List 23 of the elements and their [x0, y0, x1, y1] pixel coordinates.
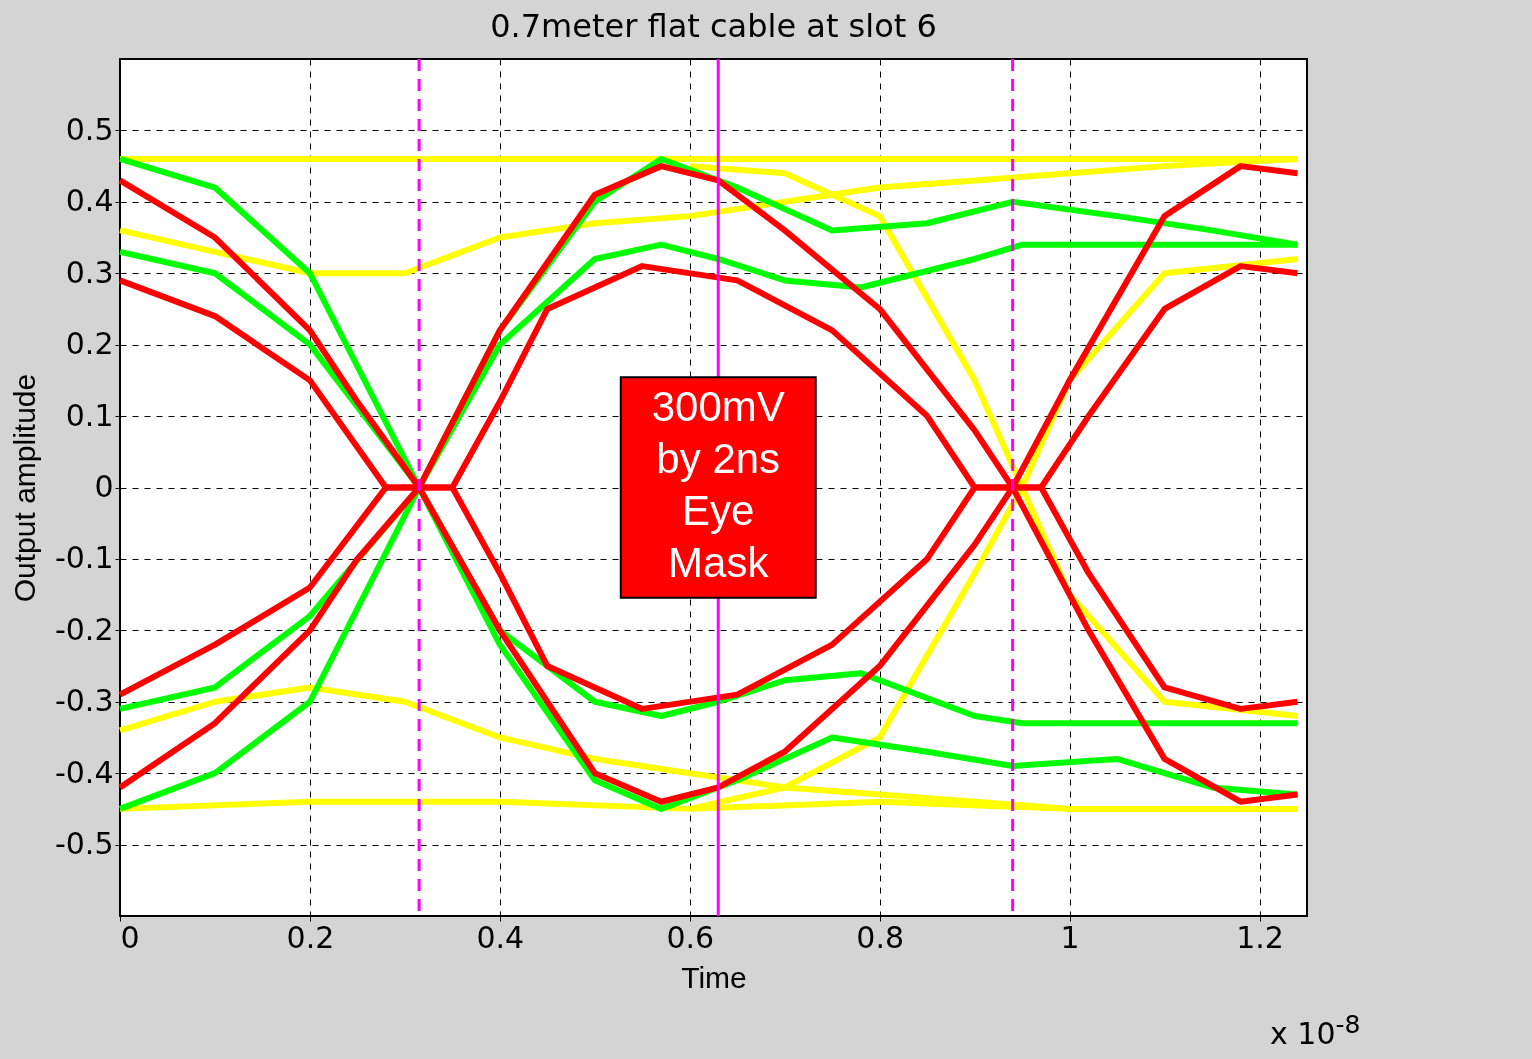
y-tick-label: -0.4 [54, 754, 114, 790]
y-tick-label: 0 [94, 469, 114, 504]
y-tick-label: -0.5 [54, 826, 114, 862]
x-tick-label: 0 [120, 919, 140, 955]
y-axis-title: Output amplitude [7, 373, 41, 603]
y-tick-label: -0.2 [54, 611, 114, 647]
y-tick-label: 0.2 [65, 326, 114, 362]
x-tick-label: 1.2 [1236, 919, 1284, 955]
x-tick-label: 0.4 [476, 919, 525, 955]
y-tick-label: 0.5 [65, 111, 114, 147]
x-tick-label: 0.2 [286, 919, 335, 955]
y-tick-label: 0.4 [65, 183, 114, 219]
chart-title: 0.7meter flat cable at slot 6 [490, 6, 937, 45]
x-tick-label: 0.8 [856, 919, 905, 955]
y-tick-label: -0.3 [54, 683, 114, 719]
x-tick-label: 0.6 [666, 919, 715, 955]
y-tick-label: 0.3 [65, 254, 114, 290]
y-tick-label: 0.1 [65, 397, 114, 433]
x-tick-label: 1 [1060, 919, 1080, 955]
annotation: 300mV by 2ns Eye Mask [651, 382, 785, 586]
y-tick-label: -0.1 [54, 540, 114, 576]
x-axis-title: Time [681, 960, 747, 994]
text: x 10$^{-8}$ [1270, 1010, 1361, 1051]
